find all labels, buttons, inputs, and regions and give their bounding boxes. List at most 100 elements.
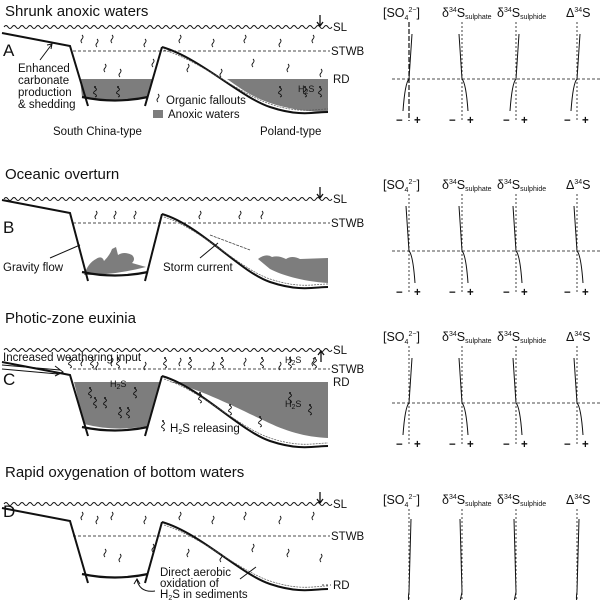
minus-sign: − <box>564 115 571 127</box>
h2s-sub: 2 <box>292 404 296 411</box>
h2s-bubble-dot <box>117 86 119 88</box>
h2s-sub: 2 <box>305 89 309 96</box>
plus-sign: + <box>582 115 589 127</box>
delta: Δ <box>566 493 574 507</box>
h2s-bubble-icon <box>313 358 317 369</box>
so4-open: [SO <box>383 6 405 20</box>
panel-letter: D <box>3 502 15 521</box>
plus-sign: + <box>414 439 421 451</box>
delta: δ <box>497 178 504 192</box>
pointer-arrow <box>239 566 257 580</box>
s: S <box>512 6 520 20</box>
h2s-bubble-icon <box>220 358 224 369</box>
rd-label: RD <box>333 377 350 389</box>
panel-title: Oceanic overturn <box>5 166 119 183</box>
legend-organic-fallouts: Organic fallouts <box>166 95 246 107</box>
profile-curve <box>458 33 469 112</box>
minus-sign: − <box>396 439 403 451</box>
sup: 34 <box>449 179 457 186</box>
delta: δ <box>497 493 504 507</box>
h2s-bubble-icon <box>93 87 97 98</box>
organic-fallout-icon <box>133 210 137 220</box>
so4-sup: 2− <box>408 7 416 14</box>
sl-label: SL <box>333 499 348 511</box>
header-cap-delta: Δ34S <box>566 493 591 507</box>
organic-fallout-icon <box>243 511 247 521</box>
h2s-s: S <box>295 355 301 365</box>
stwb-label: STWB <box>331 46 365 58</box>
h2s-bubble-dot <box>259 416 261 418</box>
legend-anoxic-swatch <box>153 110 163 118</box>
header-sulphide: δ34Ssulphide <box>497 6 546 21</box>
sediment-layer <box>163 524 329 588</box>
h2s-h: H <box>298 84 305 94</box>
organic-fallout-icon <box>95 361 99 371</box>
h2s-bubble-icon <box>126 408 130 419</box>
arrow-up-icon <box>317 349 325 362</box>
anoxic-water-slope <box>170 382 328 438</box>
h2s-bubble-icon <box>103 398 107 409</box>
anoxic-water-slope <box>227 79 328 112</box>
sup: 34 <box>574 7 582 14</box>
sup: 34 <box>574 179 582 186</box>
profile-curve <box>458 205 469 284</box>
h2s-bubble-dot <box>319 86 321 88</box>
sea-level-line <box>3 197 333 201</box>
organic-fallout-icon <box>278 38 282 48</box>
releasing-text: releasing <box>190 423 240 435</box>
sediment-layer <box>163 378 329 445</box>
h2s-bubble-dot <box>69 357 71 359</box>
organic-fallout-icon <box>143 515 147 525</box>
h2s-s: S <box>308 84 314 94</box>
h2s-bubble-dot <box>304 86 306 88</box>
so4-sub: 4 <box>405 502 409 509</box>
pointer-arrow <box>49 244 81 259</box>
pointer-arrow <box>133 578 156 592</box>
plus-sign: + <box>582 287 589 299</box>
so4-sup: 2− <box>408 331 416 338</box>
organic-fallout-icon <box>113 210 117 220</box>
h2s-bubble-dot <box>94 86 96 88</box>
shelf-and-left-wall <box>1 507 89 584</box>
h2s-bubble-dot <box>127 407 129 409</box>
h2s-bubble-dot <box>189 357 191 359</box>
organic-fallout-icon <box>143 38 147 48</box>
s: S <box>457 178 465 192</box>
sup: 34 <box>449 494 457 501</box>
storm-turbulence <box>258 255 328 283</box>
delta: Δ <box>566 6 574 20</box>
organic-fallout-icon <box>311 357 315 367</box>
organic-fallout-icon <box>251 543 255 553</box>
sea-level-line <box>3 25 333 29</box>
h2s-h: H <box>110 379 117 389</box>
profile-curve <box>402 357 413 436</box>
organic-fallout-icon <box>219 68 223 78</box>
h2s-h: H <box>285 399 292 409</box>
so4-sup: 2− <box>408 179 416 186</box>
s: S <box>582 6 590 20</box>
profile-curve <box>573 357 584 436</box>
h2s-sub: 2 <box>168 595 172 600</box>
organic-fallout-icon <box>80 511 84 521</box>
h2s-releasing-label: H2S releasing <box>170 423 240 436</box>
organic-fallout-icon <box>110 511 114 521</box>
sl-label: SL <box>333 22 348 34</box>
sea-level-line <box>3 348 333 352</box>
so4-close: ] <box>416 330 419 344</box>
so4-open: [SO <box>383 493 405 507</box>
header-sulphide: δ34Ssulphide <box>497 330 546 345</box>
h2s-bubble-dot <box>309 404 311 406</box>
h2s-sediments-label: H2S in sediments <box>160 589 248 600</box>
organic-fallout-icon <box>103 63 107 73</box>
so4-open: [SO <box>383 178 405 192</box>
h2s-bubble-icon <box>260 358 264 369</box>
arrow-down-icon <box>316 187 324 200</box>
arrow-down-icon <box>316 492 324 505</box>
sup: 34 <box>504 7 512 14</box>
profile-curve <box>458 357 469 436</box>
sea-level-line <box>3 502 333 506</box>
header-so4: [SO42−] <box>383 330 420 346</box>
h2s-s: S <box>172 589 180 600</box>
oxidation-note: oxidation of <box>160 578 220 590</box>
header-sulphide: δ34Ssulphide <box>497 178 546 193</box>
